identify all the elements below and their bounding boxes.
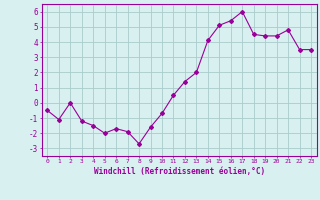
X-axis label: Windchill (Refroidissement éolien,°C): Windchill (Refroidissement éolien,°C) xyxy=(94,167,265,176)
